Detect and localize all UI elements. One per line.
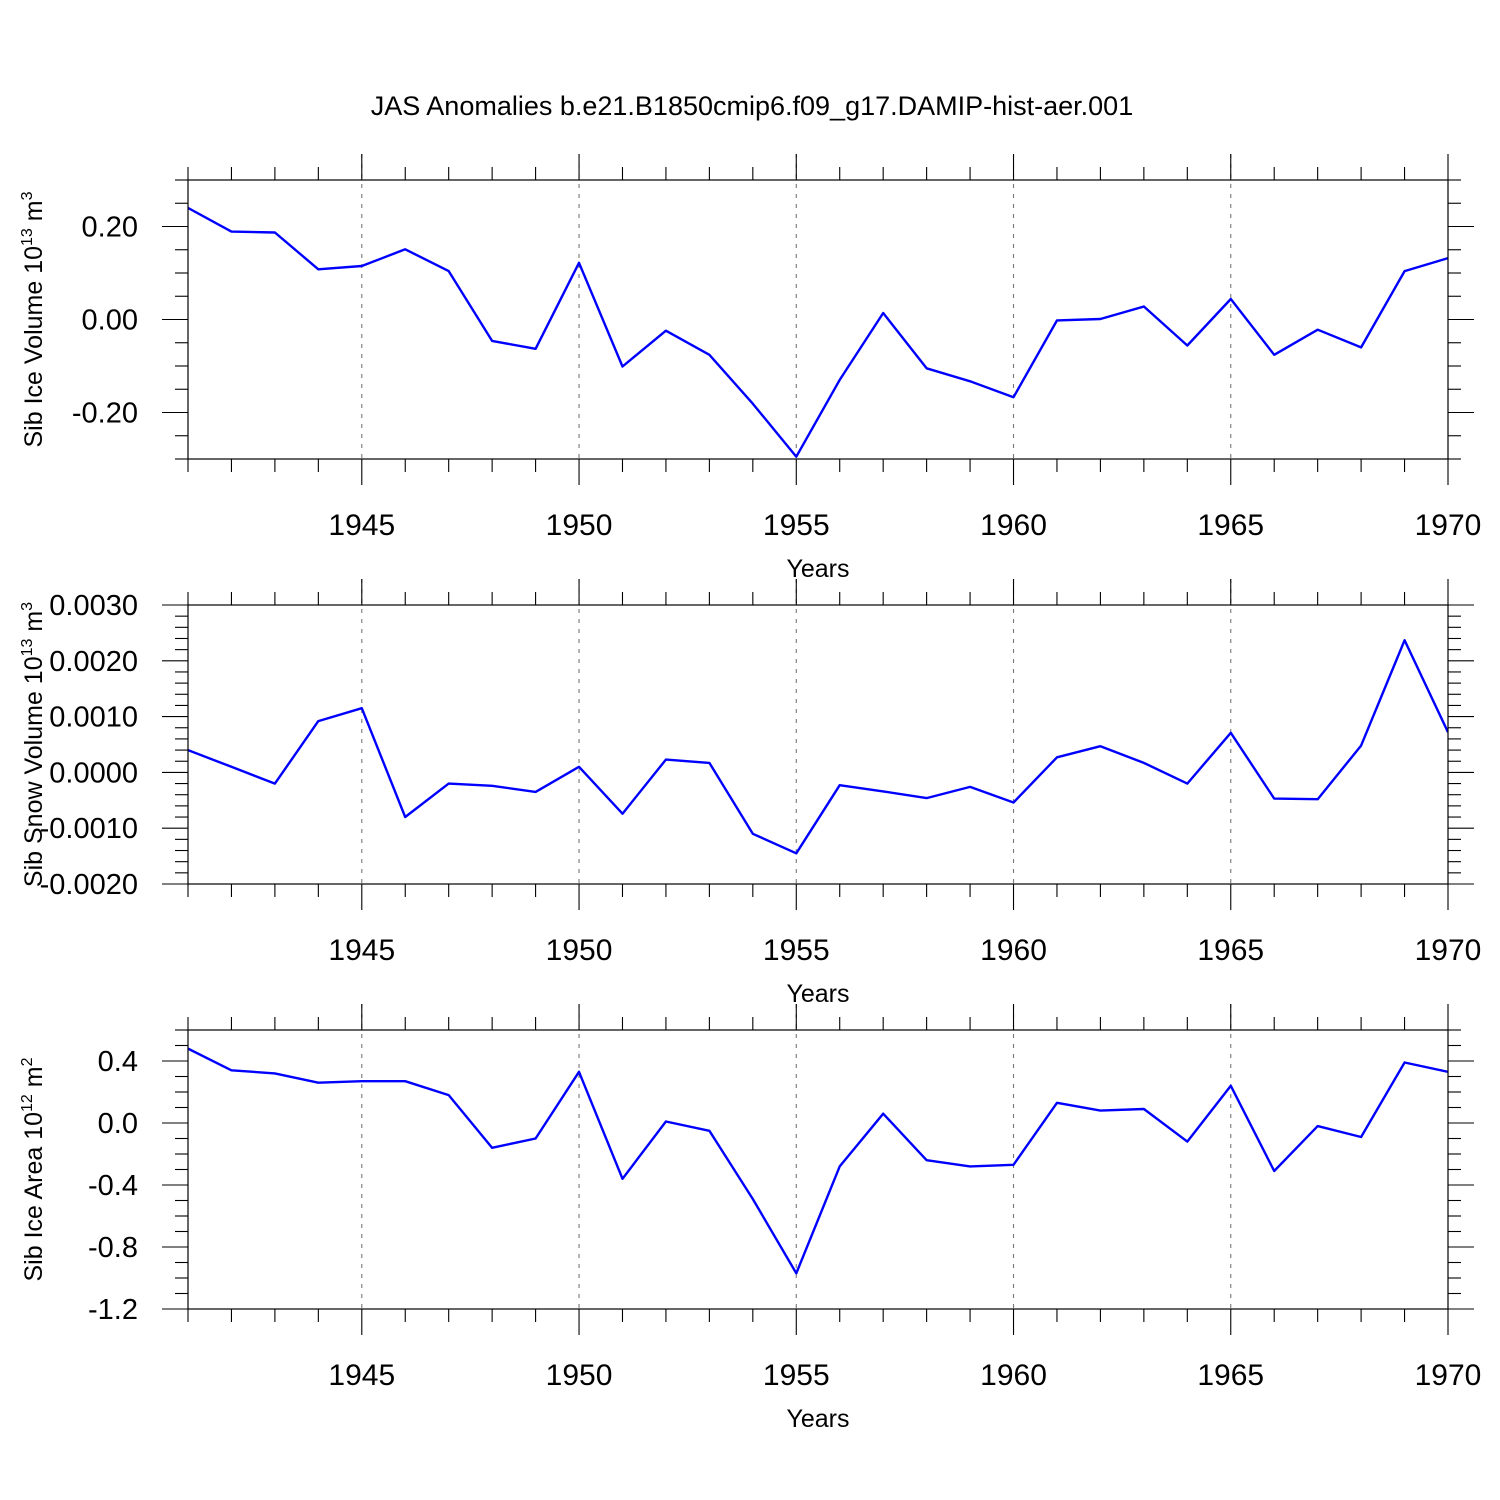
y-tick-label: 0.0000: [49, 757, 138, 789]
x-tick-label: 1960: [980, 934, 1047, 967]
x-tick-label: 1970: [1415, 934, 1482, 967]
y-tick-label: 0.20: [82, 212, 138, 244]
y-tick-label: 0.0030: [49, 590, 138, 622]
x-tick-label: 1960: [980, 509, 1047, 542]
x-tick-label: 1970: [1415, 1359, 1482, 1392]
x-tick-label: 1965: [1197, 934, 1264, 967]
x-tick-label: 1965: [1197, 1359, 1264, 1392]
y-axis-title: Sib Snow Volume 1013 m3: [19, 602, 48, 887]
y-tick-label: 0.0020: [49, 646, 138, 678]
plot-frame: [187, 604, 1449, 885]
y-tick-label: 0.0: [98, 1108, 138, 1140]
y-tick-label: -0.20: [72, 398, 138, 430]
x-tick-label: 1945: [328, 509, 395, 542]
x-tick-label: 1955: [763, 1359, 830, 1392]
x-tick-label: 1950: [546, 934, 613, 967]
x-tick-label: 1955: [763, 509, 830, 542]
data-series-line: [188, 1047, 1448, 1275]
y-tick-label: 0.0010: [49, 702, 138, 734]
x-axis-title: Years: [786, 1405, 849, 1433]
x-tick-label: 1945: [328, 1359, 395, 1392]
x-axis-title: Years: [786, 555, 849, 583]
y-tick-label: -0.4: [88, 1170, 138, 1202]
plot-frame: [187, 1029, 1449, 1310]
data-series-line: [188, 639, 1448, 855]
panel-ice-area: -1.2 -0.8 -0.4 0.0 0.4 1945 1950 1955 1960 1965 19…: [19, 1004, 1481, 1433]
y-axis-title: Sib Ice Volume 1013 m3: [19, 191, 48, 447]
x-tick-label: 1950: [546, 509, 613, 542]
data-series-line: [188, 206, 1448, 458]
plot-frame: [187, 179, 1449, 460]
y-tick-label: 0.4: [98, 1046, 138, 1078]
x-tick-label: 1955: [763, 934, 830, 967]
y-axis-title: Sib Ice Area 1012 m2: [19, 1057, 48, 1281]
y-tick-label: -0.0010: [40, 813, 138, 845]
y-tick-label: 0.00: [82, 305, 138, 337]
x-tick-label: 1960: [980, 1359, 1047, 1392]
x-tick-label: 1945: [328, 934, 395, 967]
y-tick-label: -1.2: [88, 1294, 138, 1326]
panel-snow-volume: -0.0020 -0.0010 0.0000 0.0010 0.0020 0.0030 19…: [19, 579, 1481, 1008]
x-tick-label: 1965: [1197, 509, 1264, 542]
x-tick-label: 1970: [1415, 509, 1482, 542]
y-tick-label: -0.0020: [40, 869, 138, 901]
y-tick-label: -0.8: [88, 1232, 138, 1264]
chart-title: JAS Anomalies b.e21.B1850cmip6.f09_g17.D…: [371, 91, 1133, 121]
x-axis-title: Years: [786, 980, 849, 1008]
x-tick-label: 1950: [546, 1359, 613, 1392]
panel-ice-volume: -0.20 0.00 0.20 1945 1950 1955 1960 1965 1970 Yea…: [19, 154, 1481, 583]
